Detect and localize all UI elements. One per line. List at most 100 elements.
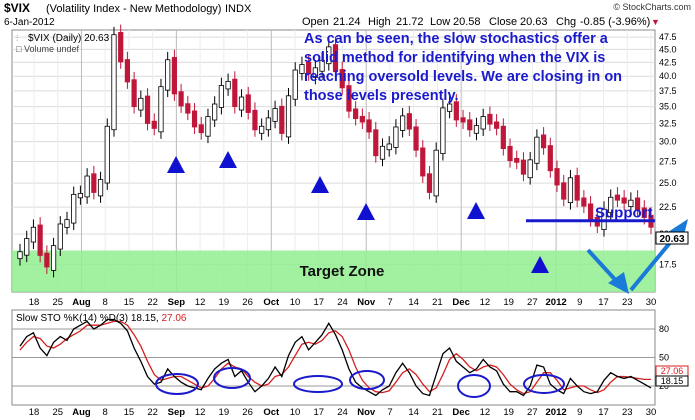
price-x-tick-label: 17 — [598, 297, 609, 308]
candle — [366, 111, 372, 139]
high-label: High — [368, 16, 391, 28]
stoch-x-tick-label: 21 — [432, 407, 443, 418]
candle — [138, 90, 144, 117]
target-zone-label: Target Zone — [300, 263, 385, 280]
candle — [540, 127, 547, 155]
candle — [561, 174, 567, 207]
candle — [614, 187, 621, 208]
price-x-tick-label: 22 — [147, 297, 158, 308]
stoch-x-tick-label: 26 — [242, 407, 253, 418]
stoch-x-tick-label: 19 — [219, 407, 230, 418]
open-label: Open — [302, 16, 329, 28]
price-x-tick-label: 14 — [408, 297, 419, 308]
candle — [494, 114, 500, 136]
price-tick-label: 32.5 — [659, 118, 677, 128]
close-label: Close — [489, 16, 517, 28]
oversold-circle — [293, 375, 343, 393]
candle — [306, 54, 312, 81]
price-x-tick-label: Dec — [452, 297, 469, 308]
candle — [433, 142, 439, 203]
candle — [319, 52, 325, 79]
stoch-x-tick-label: 22 — [147, 407, 158, 418]
candle — [406, 105, 412, 137]
price-x-axis: 18 25 Aug 8 15 22 Sep 12 19 26 Oct 10 17 24 Nov 7 14 21 De… — [29, 297, 657, 308]
candle — [165, 51, 171, 98]
candle — [238, 89, 245, 117]
symbol: $VIX — [4, 1, 30, 15]
candle — [326, 39, 332, 71]
oversold-circle — [457, 374, 491, 398]
exchange: INDX — [225, 3, 252, 15]
candle — [272, 100, 278, 129]
candle — [50, 237, 57, 278]
candle — [104, 118, 110, 190]
candle — [57, 216, 63, 257]
candle — [507, 138, 513, 168]
price-x-tick-label: 25 — [52, 297, 63, 308]
stoch-d-value: 27.06 — [661, 366, 684, 376]
candle — [44, 245, 50, 274]
annotation-text: As can be seen, the slow stochastics off… — [304, 31, 626, 104]
candle — [440, 100, 446, 161]
symbol-name: (Volatility Index - New Methodology) — [46, 3, 221, 15]
candle — [245, 86, 251, 120]
price-x-tick-label: Aug — [72, 297, 91, 308]
oversold-triangle-icon — [357, 203, 375, 220]
price-tick-label: 30.0 — [659, 137, 677, 147]
price-tick-label: 22.5 — [659, 202, 677, 212]
price-tick-label: 25.0 — [659, 178, 677, 188]
stoch-x-tick-label: Aug — [72, 407, 91, 418]
stoch-x-tick-label: Oct — [263, 407, 280, 418]
candle — [514, 150, 520, 170]
price-tick-label: 35.0 — [659, 102, 677, 112]
candle — [447, 96, 453, 119]
price-tick-label: 45.0 — [659, 44, 677, 54]
stoch-k-value: 18.15 — [661, 376, 684, 386]
candle — [299, 56, 305, 81]
stoch-legend: Slow STO %K(14) %D(3) 18.15, 27.06 — [16, 313, 187, 324]
candle — [71, 186, 77, 231]
price-x-tick-label: 19 — [503, 297, 514, 308]
price-legend: $VIX (Daily) 20.63 — [28, 33, 110, 44]
price-x-tick-label: 21 — [432, 297, 443, 308]
open-value: 21.24 — [333, 16, 361, 28]
price-x-tick-label: 12 — [480, 297, 491, 308]
candle — [480, 108, 486, 136]
candle — [332, 36, 339, 79]
candle — [527, 152, 533, 185]
candle — [285, 87, 292, 144]
price-x-tick-label: 10 — [290, 297, 301, 308]
symbol-title: $VIX — [4, 1, 30, 15]
candle — [17, 243, 23, 266]
price-x-tick-label: 12 — [195, 297, 206, 308]
candle — [373, 121, 379, 163]
stoch-x-tick-label: 17 — [598, 407, 609, 418]
candle — [460, 109, 466, 129]
candle — [171, 49, 177, 101]
candle — [393, 119, 399, 155]
candles — [17, 24, 654, 278]
last-price-value: 20.63 — [659, 234, 684, 245]
chg-label: Chg — [556, 16, 576, 28]
candle — [265, 110, 271, 137]
stoch-x-tick-label: 12 — [195, 407, 206, 418]
stoch-x-tick-label: 27 — [527, 407, 538, 418]
stoch-tick-label: 50 — [659, 353, 669, 363]
watermark: © StockCharts.com — [613, 2, 691, 12]
stoch-x-tick-label: 30 — [646, 407, 657, 418]
stoch-lines — [19, 318, 652, 397]
candle — [151, 113, 157, 136]
candle — [252, 102, 258, 137]
stoch-x-tick-label: Dec — [452, 407, 469, 418]
candle — [225, 73, 231, 96]
candle — [628, 192, 634, 214]
price-x-tick-label: Oct — [263, 297, 280, 308]
candle — [111, 26, 117, 137]
price-x-tick-label: 30 — [646, 297, 657, 308]
stoch-x-tick-label: 12 — [480, 407, 491, 418]
stoch-x-tick-label: 7 — [387, 407, 392, 418]
candle — [547, 137, 553, 178]
candle-icon: ⫶ — [16, 33, 18, 43]
